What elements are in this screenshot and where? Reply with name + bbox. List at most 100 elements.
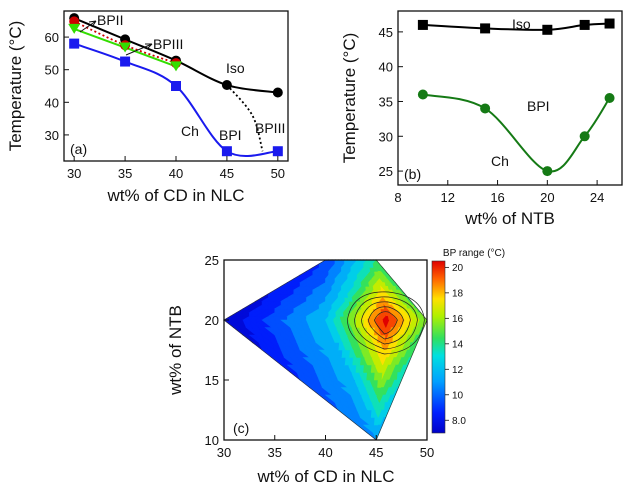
contour-cell-1742: [351, 319, 357, 328]
panel-b-series-1-point-2: [542, 166, 553, 177]
panel-a-series-3-point-0: [69, 38, 80, 49]
panel-b-y-tick-label: 30: [379, 129, 393, 144]
panel-a-series-4-line: [226, 84, 264, 152]
panel-a-x-tick-label: 45: [220, 166, 234, 181]
bpii-arrow: [79, 20, 97, 33]
annotation-iso-b: Iso: [512, 16, 531, 32]
annotation-bpi: BPI: [219, 127, 242, 143]
panel-b-y-tick-label: 40: [379, 60, 393, 75]
colorbar-tick-label: 14: [452, 339, 464, 350]
panel-c-y-tick-label: 25: [205, 253, 219, 268]
panel-a-x-tick-label: 50: [271, 166, 285, 181]
panel-b-y-axis-title: Temperature (°C): [340, 33, 359, 164]
contour-cell-1791: [325, 319, 330, 328]
panel-b-x-tick-label: 20: [540, 190, 554, 205]
colorbar-tick-label: 10: [452, 390, 464, 401]
panel-c-y-tick-label: 20: [205, 313, 219, 328]
panel-b-series-1-point-0: [417, 89, 428, 100]
colorbar: [431, 260, 446, 434]
annotation-ch: Ch: [181, 123, 199, 139]
panel-b-series-0-point-3: [579, 19, 590, 30]
panel-a-x-tick-label: 30: [67, 166, 81, 181]
panel-b-x-tick-label: 24: [590, 190, 604, 205]
panel-a-line-chart: 30 35 40 45 50 30 40 50 60 BPII BPIII Iso BPI BP…: [6, 10, 289, 205]
contour-line-2: [361, 301, 411, 345]
panel-b-series-0-point-4: [604, 18, 615, 29]
panel-b-y-tick-label: 35: [379, 94, 393, 109]
panel-a-y-axis-title: Temperature (°C): [6, 21, 25, 152]
panel-c-x-tick-label: 40: [318, 445, 332, 460]
panel-a-y-tick-label: 50: [45, 63, 59, 78]
annotation-iso: Iso: [226, 60, 245, 76]
panel-a-x-axis-title: wt% of CD in NLC: [107, 186, 245, 205]
panel-b-series-1-point-1: [480, 103, 491, 114]
panel-b-series-0-point-0: [417, 19, 428, 30]
panel-b-series-0-point-1: [480, 23, 491, 34]
panel-a-series-2-point-1: [119, 42, 132, 53]
contour-cell-1595: [378, 319, 383, 328]
annotation-bpiii-right: BPIII: [255, 120, 285, 136]
panel-a-series-3-point-3: [221, 146, 232, 157]
panel-c-x-tick-label: 30: [217, 445, 231, 460]
contour-cell-1787: [332, 319, 338, 328]
panel-a-y-tick-label: 30: [45, 128, 59, 143]
annotation-bpi-b: BPI: [527, 98, 550, 114]
panel-c-label: (c): [233, 420, 249, 436]
panel-a-y-tick-label: 60: [45, 30, 59, 45]
contour-region-outline: [223, 259, 428, 441]
panel-a-series-3-point-2: [171, 81, 181, 91]
panel-a-series-2-point-2: [170, 61, 182, 72]
panel-c-x-tick-label: 50: [420, 445, 434, 460]
contour-cell-1775: [340, 319, 345, 328]
colorbar-tick-label: 18: [452, 288, 464, 299]
panel-b-series-1-point-4: [604, 93, 615, 103]
panel-c-y-tick-label: 15: [205, 373, 219, 388]
panel-c-y-tick-label: 10: [205, 433, 219, 448]
panel-a-series-0-point-4: [272, 87, 283, 98]
panel-c-x-tick-label: 45: [369, 445, 383, 460]
colorbar-title: BP range (°C): [443, 248, 505, 259]
panel-a-x-tick-label: 35: [118, 166, 132, 181]
panel-a-x-tick-label: 40: [169, 166, 183, 181]
contour-cell-1782: [336, 319, 342, 328]
panel-a-series-0-point-3: [221, 80, 232, 91]
panel-b-frame: [397, 10, 623, 186]
panel-b-series-1-point-3: [579, 131, 590, 142]
annotation-bpiii-top: BPIII: [153, 36, 183, 52]
contour-line-3: [354, 296, 418, 350]
contour-cell-1727: [355, 319, 361, 328]
bpiii-arrow: [125, 43, 153, 56]
contour-cell-1790: [328, 319, 334, 328]
annotation-ch-b: Ch: [491, 153, 509, 169]
colorbar-tick-label: 20: [452, 263, 464, 274]
panel-b-x-tick-label: 16: [490, 190, 504, 205]
panel-a-y-tick-label: 40: [45, 95, 59, 110]
panel-c-x-tick-label: 35: [268, 445, 282, 460]
panel-c-x-axis-title: wt% of CD in NLC: [257, 467, 395, 486]
panel-b-line-chart: 8 12 16 20 24 25 30 35 40 45 Iso BPI Ch (b) wt% o…: [340, 10, 623, 228]
panel-b-series-0-point-2: [542, 24, 553, 35]
panel-b-label: (b): [404, 166, 421, 182]
panel-b-y-tick-label: 25: [379, 164, 393, 179]
panel-a-series-3-point-4: [272, 146, 283, 157]
panel-a-series-3-point-1: [120, 56, 131, 67]
panel-b-x-tick-label: 12: [441, 190, 455, 205]
colorbar-tick-label: 12: [452, 365, 464, 376]
panel-b-x-tick-label: 8: [394, 190, 401, 205]
contour-cell-1647: [370, 319, 376, 328]
colorbar-tick-label: 8.0: [452, 416, 466, 427]
contour-cell-1566: [382, 319, 387, 328]
panel-b-x-axis-title: wt% of NTB: [464, 209, 555, 228]
annotation-bpii: BPII: [97, 12, 123, 28]
contour-cell-1755: [347, 319, 353, 328]
contour-line-4: [347, 291, 425, 355]
panel-b-y-tick-label: 45: [379, 25, 393, 40]
contour-line-0: [374, 311, 398, 335]
contour-line-1: [368, 306, 404, 340]
colorbar-tick-label: 16: [452, 314, 464, 325]
panel-c-y-axis-title: wt% of NTB: [166, 305, 185, 396]
panel-a-label: (a): [70, 141, 87, 157]
panel-a-series-2-point-0: [68, 23, 81, 34]
